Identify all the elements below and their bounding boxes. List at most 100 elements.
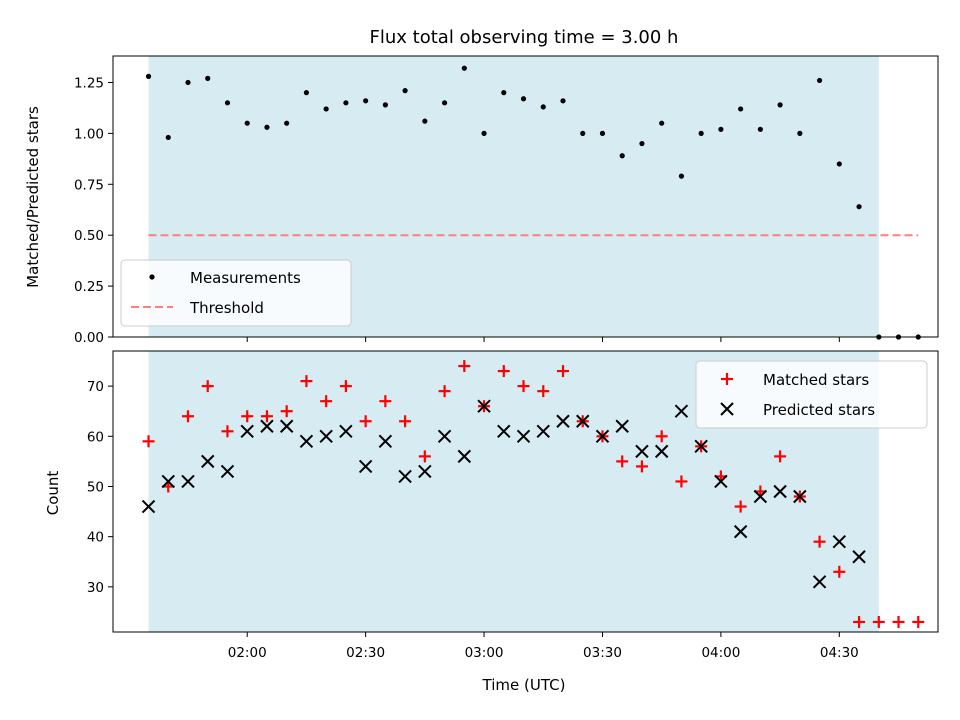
predicted-star-point	[536, 424, 550, 438]
matched-star-point	[339, 380, 352, 393]
predicted-star-point	[793, 489, 807, 504]
matched-star-point	[774, 450, 787, 463]
matched-star-point	[675, 475, 688, 488]
predicted-star-point	[832, 534, 847, 549]
predicted-star-point	[694, 439, 708, 454]
measurement-point	[382, 102, 388, 108]
matched-star-point	[241, 410, 254, 423]
predicted-star-point	[753, 489, 768, 504]
measurement-point	[678, 173, 685, 179]
y-tick-label: 1.00	[74, 126, 104, 142]
matched-star-point	[813, 535, 826, 548]
measurement-point	[205, 75, 211, 81]
bottom-y-axis-label: Count	[44, 471, 62, 516]
matched-star-point	[458, 360, 471, 373]
top-y-ticks: 0.00 0.25 0.50 0.75 1.00 1.25	[74, 75, 113, 346]
predicted-star-point	[595, 429, 610, 444]
matched-star-point	[497, 365, 510, 378]
matched-star-point	[399, 415, 412, 428]
measurement-point	[343, 100, 349, 106]
predicted-star-point	[674, 404, 689, 418]
matched-star-point	[557, 365, 569, 378]
predicted-star-point	[477, 399, 491, 413]
measurement-point	[303, 90, 310, 96]
matched-points	[142, 360, 925, 628]
measurement-point	[363, 98, 369, 104]
measurement-point	[560, 98, 566, 104]
measurement-point	[165, 134, 171, 141]
top-points	[145, 65, 921, 340]
x-tick-label: 04:30	[820, 645, 859, 661]
measurement-point	[599, 130, 606, 136]
measurement-point	[323, 106, 329, 112]
top-x-ticks	[246, 337, 840, 342]
y-tick-label: 50	[87, 479, 104, 495]
measurement-point	[659, 120, 665, 126]
y-tick-label: 40	[87, 530, 104, 546]
predicted-star-point	[161, 474, 175, 489]
predicted-star-point	[279, 419, 294, 433]
predicted-star-point	[516, 429, 531, 444]
measurement-point	[264, 124, 270, 130]
y-tick-label: 1.25	[74, 75, 104, 91]
predicted-star-point	[852, 550, 866, 564]
y-tick-label: 60	[87, 429, 104, 445]
predicted-star-point	[556, 414, 570, 428]
predicted-star-point	[714, 474, 728, 489]
predicted-star-point	[635, 444, 649, 459]
x-axis-label: Time (UTC)	[482, 676, 566, 694]
measurement-point	[461, 65, 467, 71]
chart-title: Flux total observing time = 3.00 h	[370, 27, 679, 48]
predicted-star-point	[339, 424, 353, 438]
x-tick-label: 04:00	[701, 645, 740, 661]
top-y-axis-label: Matched/Predicted stars	[24, 106, 42, 288]
legend-matched-label: Matched stars	[763, 371, 869, 389]
measurement-point	[441, 100, 448, 106]
predicted-star-point	[576, 414, 590, 428]
x-tick-label: 02:00	[228, 645, 267, 661]
matched-star-point	[616, 455, 629, 468]
matched-star-point	[635, 460, 648, 473]
measurement-point	[244, 120, 250, 126]
y-tick-label: 0.50	[74, 228, 104, 244]
top-legend-box	[120, 259, 352, 327]
measurement-point	[738, 106, 744, 112]
measurement-point	[718, 126, 724, 132]
predicted-star-point	[457, 449, 472, 464]
measurement-point	[481, 130, 487, 136]
top-panel: 0.00 0.25 0.50 0.75 1.00 1.25 Matched/Predict…	[24, 55, 939, 346]
x-tick-label: 02:30	[346, 645, 385, 661]
matched-star-point	[260, 410, 273, 423]
legend-matched-marker	[721, 373, 733, 385]
top-axes-frame	[112, 55, 939, 338]
top-legend: Measurements Threshold	[120, 259, 352, 327]
measurement-point	[185, 79, 191, 86]
legend-predicted-marker	[720, 402, 734, 416]
matched-star-point	[280, 405, 293, 418]
measurement-point	[698, 130, 704, 136]
matched-star-point	[833, 565, 846, 578]
measurement-point	[540, 104, 546, 110]
bottom-legend-box	[695, 360, 928, 429]
matched-star-point	[320, 395, 333, 408]
predicted-star-point	[654, 444, 669, 459]
measurement-point	[816, 77, 823, 84]
matched-star-point	[418, 450, 431, 463]
measurement-point	[501, 90, 507, 96]
predicted-star-point	[812, 575, 827, 589]
matched-star-point	[537, 385, 550, 398]
matched-star-point	[438, 385, 451, 398]
predicted-star-point	[260, 419, 274, 433]
predicted-star-point	[378, 434, 393, 449]
matched-star-point	[379, 395, 392, 408]
matched-star-point	[892, 615, 905, 628]
y-tick-label: 30	[87, 580, 104, 596]
measurement-point	[520, 96, 527, 102]
bottom-y-ticks: 30 40 50 60 70	[87, 379, 113, 596]
matched-star-point	[300, 375, 313, 388]
matched-star-point	[182, 410, 194, 423]
predicted-star-point	[615, 419, 629, 433]
predicted-star-point	[181, 474, 195, 489]
measurement-point	[757, 126, 763, 132]
